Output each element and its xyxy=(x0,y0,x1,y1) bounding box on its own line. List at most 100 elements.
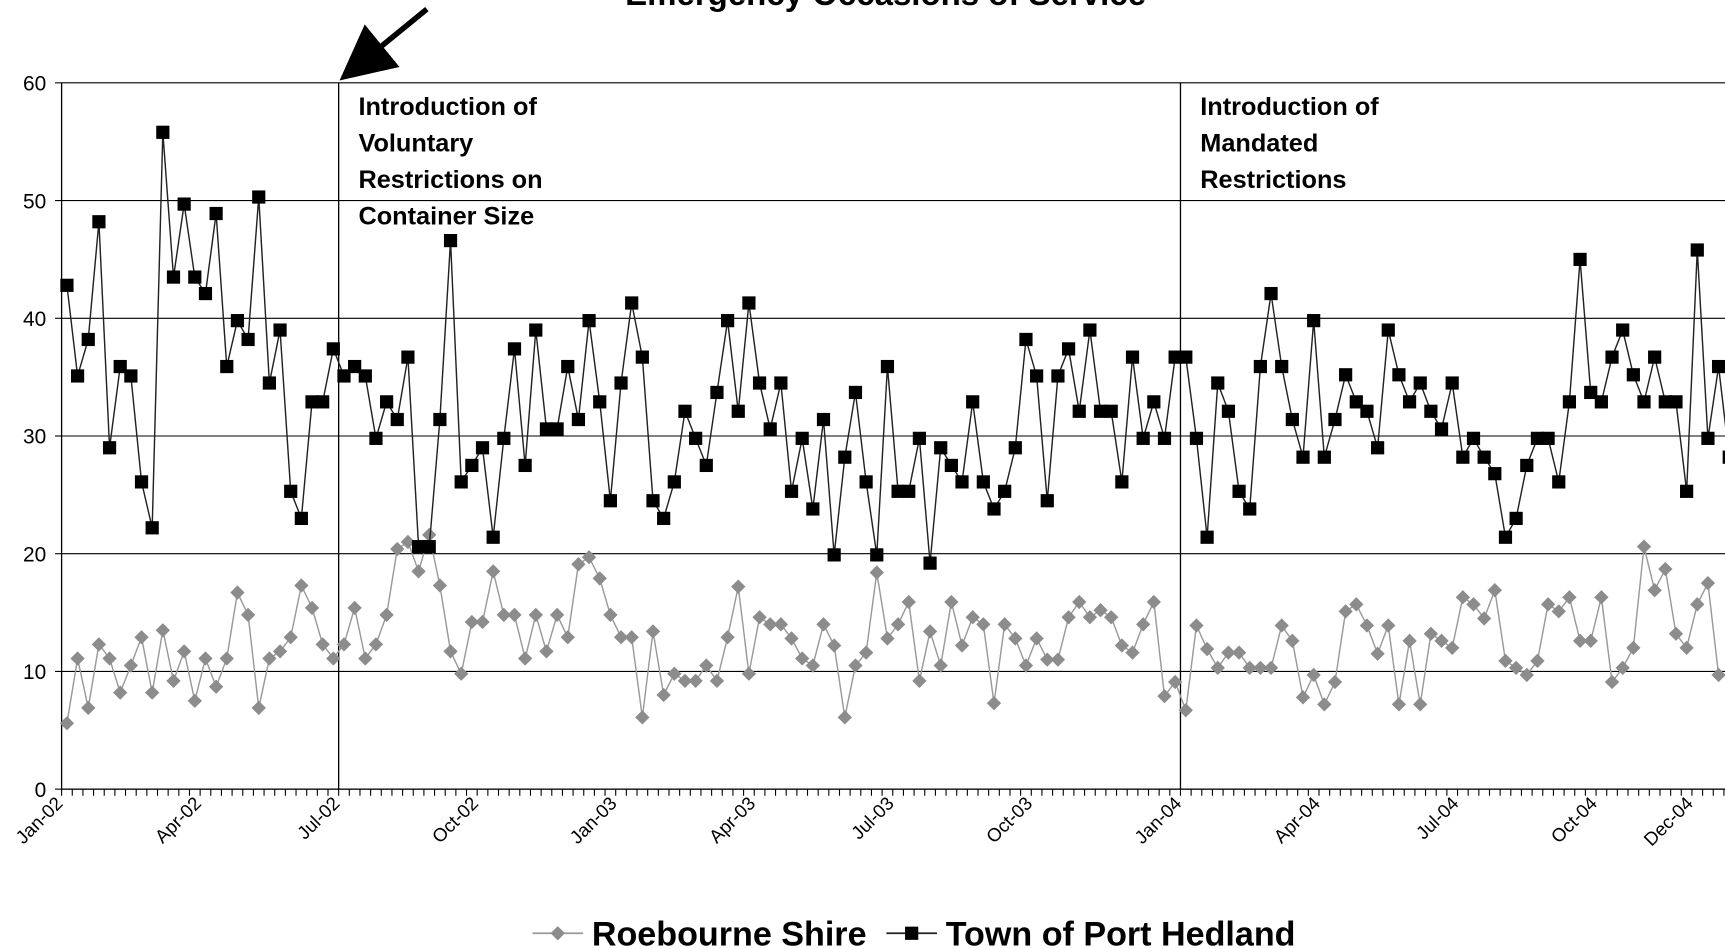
square-marker xyxy=(358,369,372,383)
square-marker xyxy=(102,441,117,455)
square-marker xyxy=(1221,404,1236,418)
square-marker xyxy=(81,332,95,347)
square-marker xyxy=(646,494,660,508)
square-marker xyxy=(838,450,852,464)
diamond-marker xyxy=(720,630,735,645)
diamond-marker xyxy=(784,631,799,646)
square-marker xyxy=(1296,450,1310,464)
square-marker xyxy=(1669,395,1683,409)
y-tick-label: 50 xyxy=(23,190,46,213)
diamond-marker xyxy=(251,700,266,716)
diamond-marker xyxy=(1093,603,1108,618)
square-marker xyxy=(667,475,681,489)
diamond-marker xyxy=(198,651,213,666)
square-marker xyxy=(497,431,511,445)
square-marker xyxy=(1083,323,1097,337)
diamond-marker xyxy=(752,610,767,625)
diamond-marker xyxy=(81,700,96,716)
diamond-marker xyxy=(795,651,810,666)
diamond-marker xyxy=(262,651,277,666)
square-marker xyxy=(1360,404,1374,418)
diamond-marker xyxy=(1445,640,1460,656)
diamond-marker xyxy=(102,651,117,666)
annotation-text: Introduction of xyxy=(1200,93,1379,121)
diamond-marker xyxy=(1072,594,1087,610)
square-marker xyxy=(902,484,916,498)
square-marker xyxy=(518,458,532,473)
diamond-marker xyxy=(1647,583,1662,598)
square-marker xyxy=(678,404,692,418)
diamond-marker xyxy=(1242,660,1257,676)
diamond-marker xyxy=(283,630,298,645)
diamond-marker xyxy=(922,624,938,639)
diamond-marker xyxy=(837,710,852,725)
diamond-marker xyxy=(827,638,842,653)
square-marker xyxy=(380,395,394,409)
square-marker xyxy=(1413,376,1427,390)
diamond-marker xyxy=(155,623,170,638)
annotation-text: Restrictions xyxy=(1200,166,1346,194)
square-marker xyxy=(1711,359,1725,374)
square-marker xyxy=(273,323,287,337)
diamond-marker xyxy=(304,600,320,616)
square-marker xyxy=(891,484,905,498)
square-marker xyxy=(1690,243,1704,257)
diamond-marker xyxy=(1498,653,1513,668)
square-marker xyxy=(1626,368,1640,382)
diamond-marker xyxy=(890,617,906,632)
square-marker xyxy=(1104,404,1118,418)
square-marker xyxy=(1648,350,1662,364)
square-marker xyxy=(806,502,820,516)
annotation-text: Voluntary xyxy=(358,129,473,157)
diamond-marker xyxy=(272,644,288,659)
square-marker xyxy=(401,350,415,364)
y-tick-label: 10 xyxy=(23,661,46,684)
diamond-marker xyxy=(933,658,948,673)
diamond-marker xyxy=(688,673,703,688)
x-tick-label: Jan-03 xyxy=(565,793,620,848)
diamond-marker xyxy=(411,564,426,579)
square-marker xyxy=(1136,431,1150,445)
diamond-marker xyxy=(976,617,991,632)
diamond-marker xyxy=(464,614,480,630)
square-marker xyxy=(1616,323,1630,337)
square-marker xyxy=(816,412,831,427)
square-marker xyxy=(774,376,788,390)
square-marker xyxy=(550,422,564,436)
diamond-marker xyxy=(731,579,746,594)
square-marker xyxy=(1030,369,1044,383)
diamond-marker xyxy=(59,716,75,731)
diamond-marker xyxy=(1199,641,1215,657)
diamond-marker xyxy=(347,600,362,616)
diamond-marker xyxy=(113,685,128,700)
legend-marker xyxy=(905,926,919,940)
x-tick-label: Jul-04 xyxy=(1412,793,1463,844)
diamond-marker xyxy=(91,637,107,652)
diamond-marker xyxy=(1679,640,1694,656)
square-marker xyxy=(1168,350,1182,364)
diamond-marker xyxy=(1178,703,1193,718)
diamond-marker xyxy=(954,638,970,653)
diamond-marker xyxy=(134,630,149,645)
square-marker xyxy=(731,404,745,418)
square-marker xyxy=(1562,395,1577,409)
square-marker xyxy=(625,296,639,310)
diamond-marker xyxy=(1327,674,1343,690)
diamond-marker xyxy=(1391,697,1407,712)
diamond-marker xyxy=(1658,561,1673,577)
square-marker xyxy=(529,323,543,337)
x-tick-label: Jan-04 xyxy=(1130,793,1185,848)
diamond-marker xyxy=(773,617,789,632)
square-marker xyxy=(1264,286,1278,301)
square-marker xyxy=(145,521,159,535)
diamond-marker xyxy=(1583,633,1598,648)
square-marker xyxy=(1637,395,1651,409)
square-marker xyxy=(1253,359,1267,374)
square-marker xyxy=(1530,431,1545,445)
diamond-marker xyxy=(1434,633,1449,648)
square-marker xyxy=(209,206,223,221)
diamond-marker xyxy=(944,594,959,610)
diamond-marker xyxy=(517,651,533,666)
diamond-marker xyxy=(1231,645,1247,660)
square-marker xyxy=(1232,484,1246,498)
